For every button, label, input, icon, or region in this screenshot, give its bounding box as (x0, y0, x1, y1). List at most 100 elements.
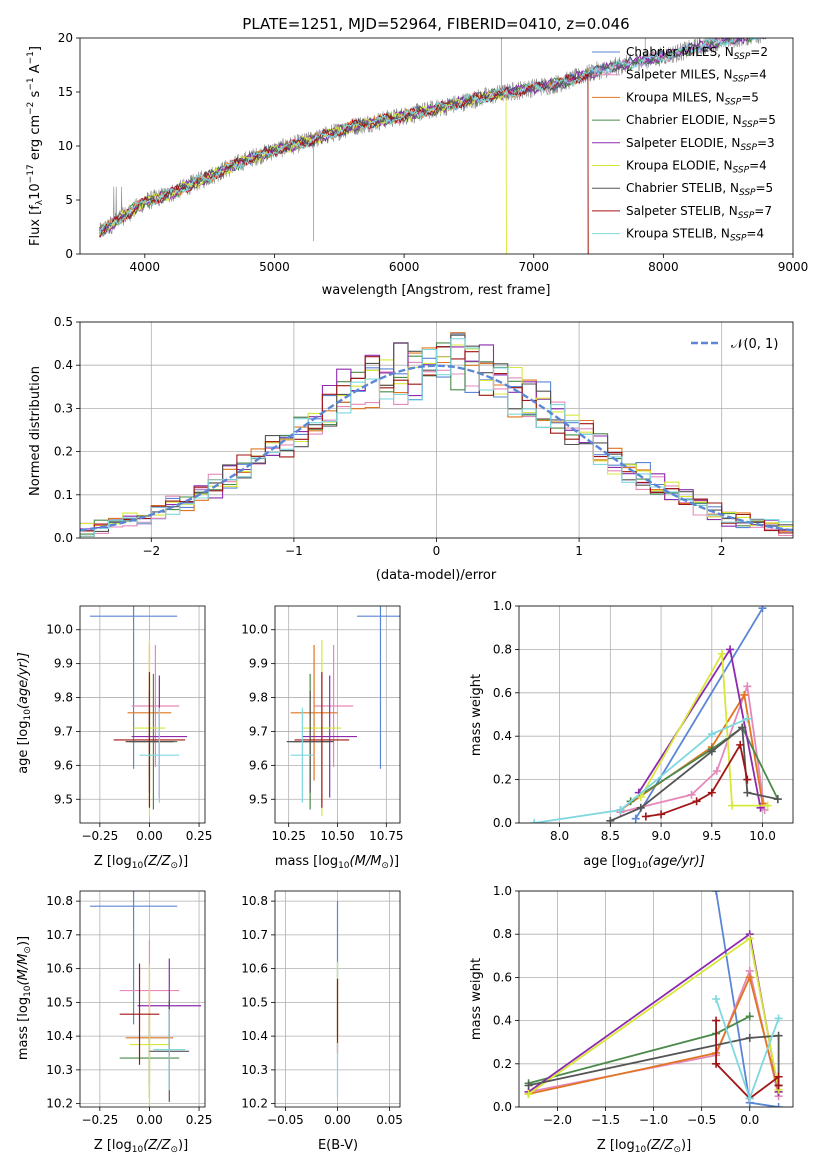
legend-entry-value: =4 (746, 227, 764, 241)
legend-entry-name: Salpeter MILES, N (626, 68, 733, 82)
z-age-panel: −0.25 0.00 0.25 9.5 9.6 9.7 9.8 9.9 10.0 Z [log1… (16, 605, 213, 871)
errorbar-marks (89, 891, 202, 1107)
y-tick-label: 10.7 (241, 928, 268, 942)
y-tick-label: 10.6 (46, 962, 73, 976)
x-tick-label: −2 (142, 544, 160, 558)
z-age-plot-area: −0.25 0.00 0.25 9.5 9.6 9.7 9.8 9.9 10.0 (46, 605, 213, 843)
spectrum-xlabel: wavelength [Angstrom, rest frame] (322, 283, 551, 298)
x-tick-label: 0.0 (740, 1113, 759, 1127)
y-tick-label: 10 (58, 139, 73, 153)
x-tick-label: 1 (575, 544, 583, 558)
y-tick-label: 10.3 (241, 1063, 268, 1077)
residuals-ylabel: Normed distribution (28, 366, 43, 496)
y-tick-label: 0.0 (493, 1100, 512, 1114)
ebv-mass-xlabel: E(B-V) (318, 1138, 358, 1153)
weight-marker (758, 606, 767, 613)
legend-entry-sub: SSP (739, 188, 756, 198)
weight-lines (524, 891, 783, 1107)
y-tick-label: 0.8 (493, 642, 512, 656)
y-tick-label: 10.4 (46, 1029, 73, 1043)
legend-entry: Chabrier ELODIE, NSSP=5 (626, 113, 776, 130)
y-tick-label: 0.4 (54, 358, 73, 372)
z-weight-plot-area: −2.0 −1.5 −1.0 −0.5 0.0 0.0 0.2 0.4 0.6 0.8 1.0 (493, 884, 794, 1127)
z-mass-xlabel: Z [log10(Z/Z⊙)] (94, 1138, 188, 1155)
histogram-steps (80, 332, 793, 537)
spectrum-legend: Chabrier MILES, NSSP=2 Salpeter MILES, N S… (592, 45, 776, 244)
residuals-legend: 𝒩(0, 1) (691, 337, 778, 352)
x-tick-label: 2 (718, 544, 726, 558)
x-tick-label: 0.25 (186, 1113, 213, 1127)
y-tick-label: 5 (65, 193, 73, 207)
legend-entry-value: =4 (749, 68, 767, 82)
z-weight-panel: −2.0 −1.5 −1.0 −0.5 0.0 0.0 0.2 0.4 0.6 0.8 1.0 Z … (469, 884, 794, 1155)
x-tick-label: 0.00 (324, 1113, 351, 1127)
y-tick-label: 15 (58, 85, 73, 99)
legend-entry-sub: SSP (730, 234, 747, 244)
x-tick-label: −0.05 (267, 1113, 304, 1127)
y-tick-label: 0 (65, 247, 73, 261)
legend-entry-value: =5 (741, 90, 759, 104)
y-tick-label: 9.7 (249, 724, 268, 738)
residuals-panel: −2 −1 0 1 2 0.0 0.1 0.2 0.3 0.4 0.5 (data-model)/e… (28, 315, 794, 583)
spectrum-lines (98, 38, 766, 254)
x-tick-label: 0.25 (186, 829, 213, 843)
y-tick-label: 10.8 (46, 894, 73, 908)
residuals-plot-area: −2 −1 0 1 2 0.0 0.1 0.2 0.3 0.4 0.5 (54, 315, 794, 558)
x-tick-label: 10.50 (320, 829, 354, 843)
y-tick-label: 0.4 (493, 729, 512, 743)
ebv-mass-plot-area: −0.05 0.00 0.05 10.2 10.3 10.4 10.5 10.6 10.7 10.… (241, 890, 403, 1127)
weight-marker (636, 792, 645, 801)
x-tick-label: 10.75 (369, 829, 403, 843)
legend-entry-sub: SSP (742, 120, 759, 130)
mass-age-xlabel: mass [log10(M/M⊙)] (275, 854, 399, 871)
y-tick-label: 9.9 (249, 657, 268, 671)
normal-legend-label: 𝒩(0, 1) (731, 337, 778, 352)
weight-marker (692, 797, 701, 806)
weight-marker (606, 816, 615, 823)
x-tick-label: −1.5 (591, 1113, 620, 1127)
y-tick-label: 0.2 (493, 1057, 512, 1071)
z-weight-ylabel: mass weight (469, 958, 484, 1040)
axes-frame (518, 890, 794, 1108)
weight-marker (712, 891, 721, 895)
y-tick-label: 0.5 (54, 315, 73, 329)
legend-entry-value: =7 (754, 204, 772, 218)
x-tick-label: 9.0 (652, 829, 671, 843)
axes-frame (79, 890, 206, 1108)
x-tick-label: 6000 (389, 260, 420, 274)
y-tick-label: 10.2 (46, 1097, 73, 1111)
x-tick-label: 0.00 (136, 829, 163, 843)
weight-marker (712, 995, 721, 1003)
weight-marker (717, 649, 726, 658)
legend-entry-name: Chabrier ELODIE, N (626, 113, 742, 127)
spectrum-panel: PLATE=1251, MJD=52964, FIBERID=0410, z=0… (26, 15, 808, 298)
y-tick-label: 0.0 (54, 531, 73, 545)
z-mass-plot-area: −0.25 0.00 0.25 10.2 10.3 10.4 10.5 10.6 10.7 10.… (46, 890, 213, 1127)
y-tick-label: 10.6 (241, 962, 268, 976)
y-tick-label: 9.9 (54, 657, 73, 671)
y-tick-label: 0.0 (493, 816, 512, 830)
errorbar-marks (286, 606, 400, 817)
z-mass-ylabel: mass [log10(M/M⊙)] (16, 936, 33, 1060)
weight-marker (774, 1072, 783, 1081)
weight-marker (726, 645, 735, 654)
y-tick-label: 1.0 (493, 599, 512, 613)
legend-entry: Chabrier MILES, NSSP=2 (626, 45, 768, 62)
weight-line-kroupa-stelib (534, 717, 748, 823)
ebv-mass-panel: −0.05 0.00 0.05 10.2 10.3 10.4 10.5 10.6 10.7 10.… (241, 890, 403, 1153)
weight-marker (745, 973, 754, 982)
x-tick-label: 8.5 (601, 829, 620, 843)
weight-line-chabrier-stelib (528, 1034, 780, 1087)
weight-marker (745, 934, 754, 943)
errorbar-marks (89, 606, 188, 817)
y-tick-label: 9.7 (54, 724, 73, 738)
x-tick-label: 10.25 (271, 829, 305, 843)
age-weight-panel: 8.0 8.5 9.0 9.5 10.0 0.0 0.2 0.4 0.6 0.8 1.0 age [… (469, 599, 794, 871)
y-tick-label: 10.8 (241, 894, 268, 908)
weight-marker (707, 747, 716, 756)
z-weight-xlabel: Z [log10(Z/Z⊙)] (597, 1138, 691, 1155)
x-tick-label: 9000 (778, 260, 809, 274)
x-tick-label: −0.5 (687, 1113, 716, 1127)
legend-entry: Chabrier STELIB, NSSP=5 (626, 181, 773, 198)
z-age-ylabel: age [log10(age/yr)] (16, 652, 33, 774)
